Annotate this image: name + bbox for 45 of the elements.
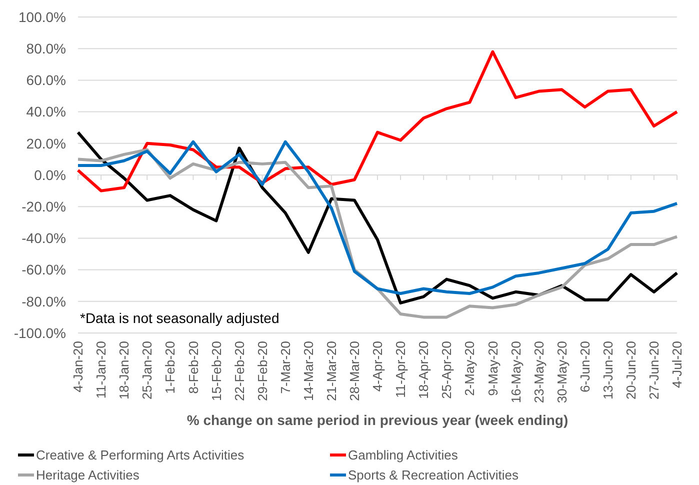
legend-label: Heritage Activities xyxy=(36,468,140,483)
x-axis-title: % change on same period in previous year (week ending) xyxy=(186,412,568,428)
x-tick-label: 15-Feb-20 xyxy=(208,341,224,401)
y-tick-label: -60.0% xyxy=(22,262,66,278)
x-tick-label: 14-Mar-20 xyxy=(300,341,316,401)
legend-label: Gambling Activities xyxy=(348,448,458,463)
x-tick-label: 25-Apr-20 xyxy=(439,341,454,399)
x-tick-label: 18-Apr-20 xyxy=(416,341,432,399)
y-tick-label: 60.0% xyxy=(26,72,66,88)
x-tick-label: 28-Mar-20 xyxy=(347,341,362,401)
x-tick-label: 11-Apr-20 xyxy=(393,341,408,398)
y-tick-label: -100.0% xyxy=(14,324,66,341)
x-tick-label: 4-Apr-20 xyxy=(370,341,386,392)
line-series xyxy=(76,50,678,192)
y-tick-label: 100.0% xyxy=(18,8,66,25)
x-tick-label: 8-Feb-20 xyxy=(186,341,201,394)
y-tick-label: -80.0% xyxy=(22,293,66,310)
x-tick-label: 6-Jun-20 xyxy=(577,341,592,392)
y-tick-label: 0.0% xyxy=(34,166,66,183)
x-tick-label: 22-Feb-20 xyxy=(232,341,247,401)
x-tick-label: 16-May-20 xyxy=(508,341,524,404)
y-tick-label: 40.0% xyxy=(26,104,66,120)
x-tick-label: 9-May-20 xyxy=(485,341,500,396)
y-tick-label: 80.0% xyxy=(26,40,66,56)
annotation: *Data is not seasonally adjusted xyxy=(80,310,280,326)
y-tick-label: -20.0% xyxy=(22,198,66,214)
x-tick-label: 2-May-20 xyxy=(462,341,478,396)
x-tick-label: 4-Jul-20 xyxy=(670,341,685,388)
x-tick-label: 27-Jun-20 xyxy=(646,341,662,400)
x-tick-label: 29-Feb-20 xyxy=(254,341,270,401)
y-tick-label: -40.0% xyxy=(22,230,66,246)
x-tick-label: 13-Jun-20 xyxy=(600,341,616,400)
x-tick-label: 21-Mar-20 xyxy=(324,341,339,401)
x-tick-label: 20-Jun-20 xyxy=(623,341,638,400)
legend-label: Creative & Performing Arts Activities xyxy=(36,448,245,463)
x-tick-label: 7-Mar-20 xyxy=(278,341,293,394)
x-tick-label: 18-Jan-20 xyxy=(116,341,132,400)
x-tick-label: 23-May-20 xyxy=(531,341,546,404)
y-tick-label: 20.0% xyxy=(26,135,66,152)
x-tick-label: 30-May-20 xyxy=(554,341,570,404)
x-tick-label: 25-Jan-20 xyxy=(140,341,155,400)
legend-label: Sports & Recreation Activities xyxy=(348,468,520,483)
x-tick-label: 11-Jan-20 xyxy=(94,341,109,399)
x-tick-label: 1-Feb-20 xyxy=(162,341,178,394)
x-tick-label: 4-Jan-20 xyxy=(70,341,86,392)
